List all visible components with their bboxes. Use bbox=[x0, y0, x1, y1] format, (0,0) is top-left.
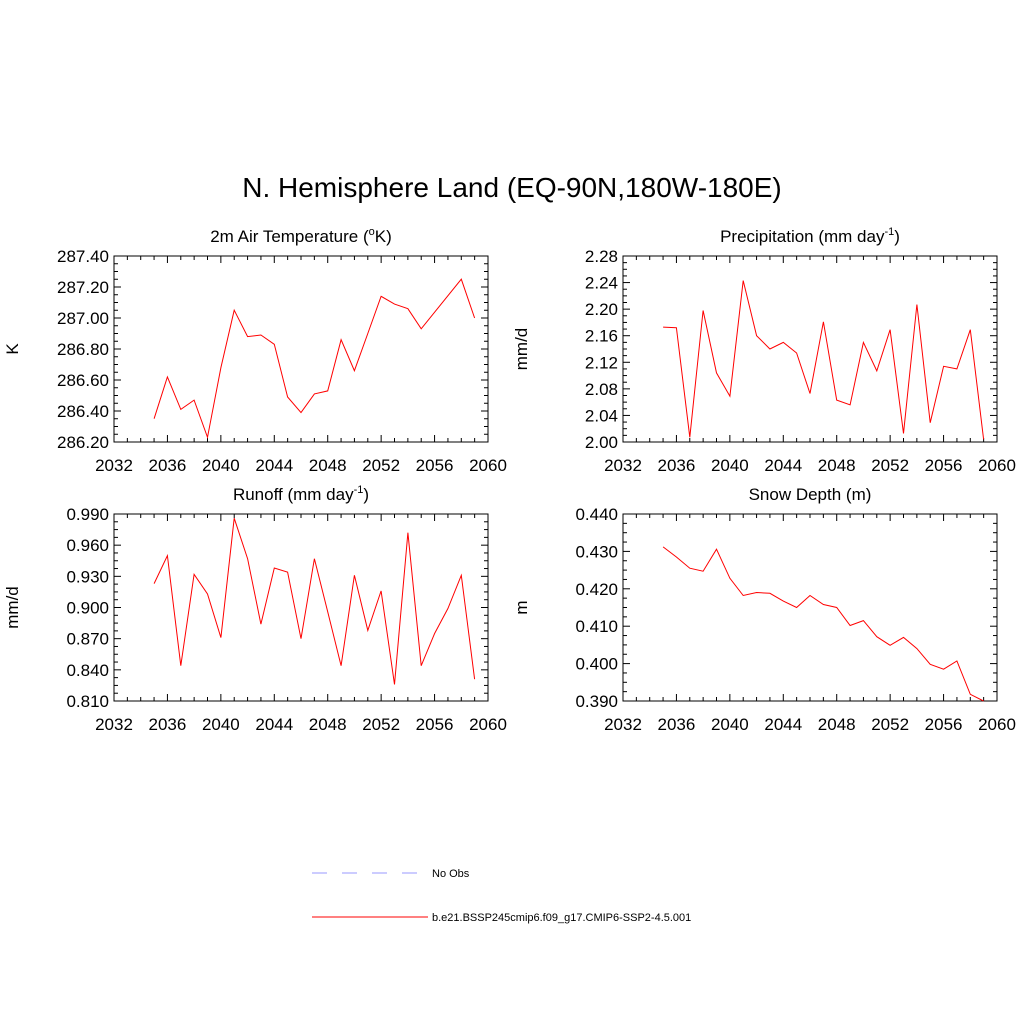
x-tick-label: 2060 bbox=[978, 715, 1016, 734]
y-tick-label: 286.60 bbox=[57, 371, 109, 390]
y-tick-label: 287.00 bbox=[57, 309, 109, 328]
y-tick-label: 0.410 bbox=[575, 617, 618, 636]
y-tick-label: 2.28 bbox=[585, 247, 618, 266]
x-tick-label: 2056 bbox=[925, 715, 963, 734]
x-tick-label: 2040 bbox=[202, 715, 240, 734]
x-tick-label: 2052 bbox=[362, 715, 400, 734]
x-tick-label: 2048 bbox=[309, 715, 347, 734]
y-tick-label: 0.930 bbox=[66, 567, 109, 586]
x-tick-label: 2044 bbox=[764, 715, 802, 734]
x-tick-label: 2032 bbox=[604, 715, 642, 734]
y-tick-label: 286.20 bbox=[57, 433, 109, 452]
figure-title: N. Hemisphere Land (EQ-90N,180W-180E) bbox=[242, 172, 782, 203]
y-tick-label: 287.20 bbox=[57, 278, 109, 297]
y-tick-label: 0.990 bbox=[66, 505, 109, 524]
x-tick-label: 2036 bbox=[149, 456, 187, 475]
legend-item-model-run: b.e21.BSSP245cmip6.f09_g17.CMIP6-SSP2-4.… bbox=[312, 912, 691, 924]
x-tick-label: 2048 bbox=[309, 456, 347, 475]
x-tick-label: 2060 bbox=[978, 456, 1016, 475]
series-line-air-temperature bbox=[153, 278, 476, 440]
legend-label-no-obs: No Obs bbox=[432, 868, 470, 880]
y-tick-label: 0.430 bbox=[575, 542, 618, 561]
panel-title: Precipitation (mm day-1) bbox=[720, 226, 900, 246]
x-tick-label: 2056 bbox=[925, 456, 963, 475]
y-tick-label: 2.00 bbox=[585, 433, 618, 452]
y-tick-label: 286.80 bbox=[57, 340, 109, 359]
legend: No Obs b.e21.BSSP245cmip6.f09_g17.CMIP6-… bbox=[312, 868, 691, 924]
x-tick-label: 2036 bbox=[658, 456, 696, 475]
plot-frame bbox=[113, 255, 489, 443]
x-tick-label: 2040 bbox=[202, 456, 240, 475]
y-tick-label: 0.900 bbox=[66, 599, 109, 618]
panel-title: Runoff (mm day-1) bbox=[233, 484, 369, 504]
y-tick-label: 0.440 bbox=[575, 505, 618, 524]
series-line-precipitation bbox=[663, 280, 985, 440]
x-tick-label: 2044 bbox=[255, 715, 293, 734]
y-axis-label: mm/d bbox=[3, 586, 22, 629]
x-tick-label: 2052 bbox=[362, 456, 400, 475]
y-tick-label: 0.840 bbox=[66, 661, 109, 680]
x-tick-label: 2056 bbox=[416, 456, 454, 475]
plot-frame bbox=[113, 513, 489, 702]
y-tick-label: 2.08 bbox=[585, 380, 618, 399]
panel-title: Snow Depth (m) bbox=[749, 485, 872, 504]
legend-item-no-obs: No Obs bbox=[312, 868, 470, 880]
chart-panel-runoff: 2032 2036 2040 2044 2048 2052 2056 2060 0.810 0.8… bbox=[3, 484, 507, 734]
series-line-snow-depth bbox=[662, 546, 984, 702]
x-tick-label: 2048 bbox=[818, 456, 856, 475]
x-tick-label: 2036 bbox=[658, 715, 696, 734]
x-tick-label: 2032 bbox=[95, 456, 133, 475]
x-tick-label: 2044 bbox=[764, 456, 802, 475]
x-tick-label: 2056 bbox=[416, 715, 454, 734]
y-tick-label: 0.960 bbox=[66, 536, 109, 555]
y-tick-label: 2.12 bbox=[585, 353, 618, 372]
series-line-runoff bbox=[153, 518, 476, 685]
y-tick-label: 2.24 bbox=[585, 274, 618, 293]
x-tick-label: 2052 bbox=[871, 715, 909, 734]
x-tick-label: 2036 bbox=[149, 715, 187, 734]
x-tick-label: 2032 bbox=[95, 715, 133, 734]
y-axis-label: m bbox=[512, 600, 531, 614]
x-tick-label: 2048 bbox=[818, 715, 856, 734]
legend-label-model-run: b.e21.BSSP245cmip6.f09_g17.CMIP6-SSP2-4.… bbox=[432, 912, 691, 924]
y-tick-label: 2.20 bbox=[585, 300, 618, 319]
y-tick-label: 0.400 bbox=[575, 655, 618, 674]
chart-panel-snow-depth: 2032 2036 2040 2044 2048 2052 2056 2060 0.390 0.4… bbox=[512, 485, 1016, 734]
y-tick-label: 287.40 bbox=[57, 247, 109, 266]
x-tick-label: 2040 bbox=[711, 715, 749, 734]
y-tick-label: 286.40 bbox=[57, 402, 109, 421]
x-tick-label: 2060 bbox=[469, 715, 507, 734]
x-tick-label: 2032 bbox=[604, 456, 642, 475]
chart-panel-precipitation: 2032 2036 2040 2044 2048 2052 2056 2060 2.00 2.04… bbox=[512, 226, 1016, 475]
plot-frame bbox=[622, 513, 998, 702]
y-axis-label: mm/d bbox=[512, 328, 531, 371]
y-axis-label: K bbox=[3, 343, 22, 355]
y-tick-label: 0.870 bbox=[66, 630, 109, 649]
x-tick-label: 2044 bbox=[255, 456, 293, 475]
x-tick-label: 2040 bbox=[711, 456, 749, 475]
chart-panel-air-temperature: 2032 2036 2040 2044 2048 2052 2056 2060 286.20 28… bbox=[3, 226, 507, 475]
y-tick-label: 0.810 bbox=[66, 692, 109, 711]
y-tick-label: 0.390 bbox=[575, 692, 618, 711]
y-tick-label: 0.420 bbox=[575, 580, 618, 599]
x-tick-label: 2060 bbox=[469, 456, 507, 475]
panel-title: 2m Air Temperature (oK) bbox=[210, 226, 392, 246]
y-tick-label: 2.04 bbox=[585, 406, 618, 425]
y-tick-label: 2.16 bbox=[585, 327, 618, 346]
x-tick-label: 2052 bbox=[871, 456, 909, 475]
